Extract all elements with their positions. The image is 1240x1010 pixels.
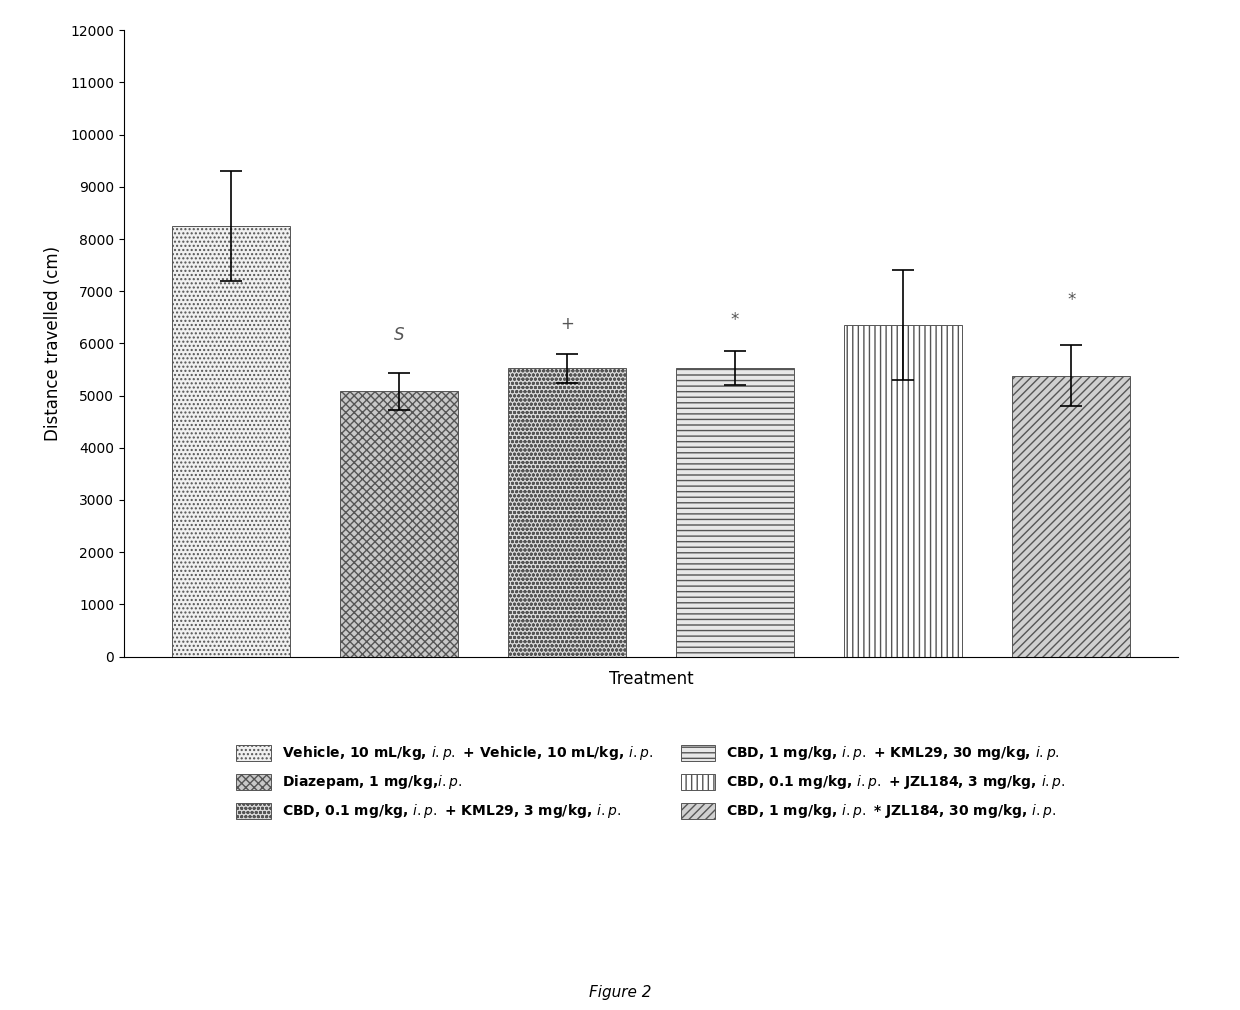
Text: *: * <box>1068 291 1075 309</box>
Bar <box>340 392 458 656</box>
Legend: Vehicle, 10 mL/kg, $\it{i.p.}$ + Vehicle, 10 mL/kg, $\it{i.p.}$, Diazepam, 1 mg/: Vehicle, 10 mL/kg, $\it{i.p.}$ + Vehicle… <box>231 738 1071 826</box>
Text: S: S <box>393 326 404 344</box>
Text: *: * <box>730 311 739 329</box>
Y-axis label: Distance travelled (cm): Distance travelled (cm) <box>43 245 62 441</box>
Text: Figure 2: Figure 2 <box>589 985 651 1000</box>
X-axis label: Treatment: Treatment <box>609 670 693 688</box>
Bar <box>844 325 962 656</box>
Bar <box>1012 376 1130 656</box>
Bar <box>172 226 290 656</box>
Bar <box>676 368 794 656</box>
Bar <box>508 369 626 656</box>
Text: +: + <box>560 315 574 333</box>
